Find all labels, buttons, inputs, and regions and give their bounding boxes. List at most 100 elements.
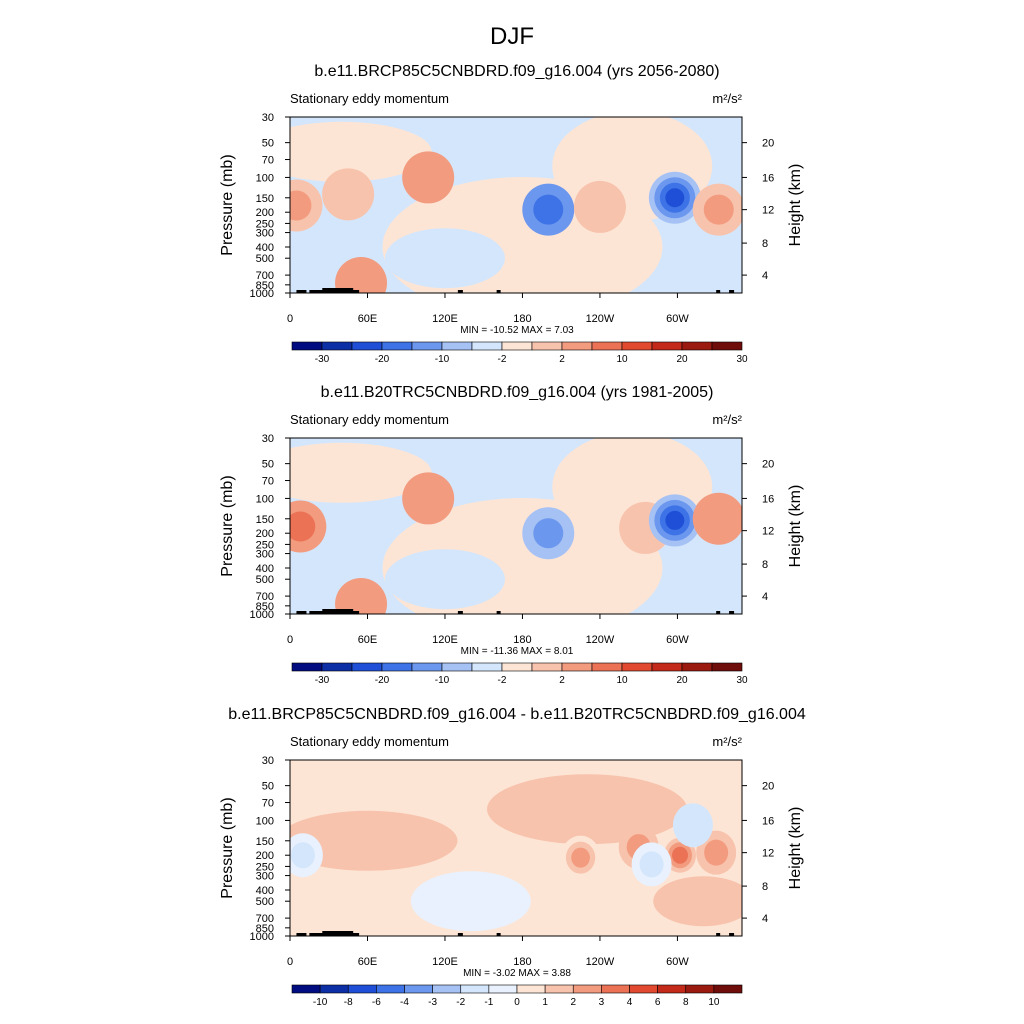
y-tick-label: 700 [256, 591, 274, 603]
colorbar-label: 3 [599, 997, 605, 1008]
contour-feature-7-level-1 [672, 803, 713, 848]
min-max-stats: MIN = -3.02 MAX = 3.88 [463, 968, 571, 979]
x-tick-label: 60W [666, 634, 689, 646]
colorbar-label: 30 [736, 675, 748, 686]
colorbar-label: 10 [616, 675, 628, 686]
panel-subtitle: Stationary eddy momentum [290, 412, 449, 427]
colorbar-swatch [441, 341, 473, 351]
colorbar-swatch [651, 662, 683, 672]
y-tick-label: 50 [262, 459, 274, 471]
colorbar-swatch [651, 341, 683, 351]
orography-2 [309, 933, 324, 936]
plot-frame [289, 759, 743, 937]
orography-1 [296, 933, 307, 936]
y-tick-label: 400 [256, 242, 274, 254]
y-right-tick-label: 12 [762, 205, 774, 217]
y-right-tick-label: 16 [762, 493, 774, 505]
y-tick-label: 70 [262, 476, 274, 488]
orography-7 [496, 290, 501, 293]
colorbar-label: 6 [655, 997, 661, 1008]
orography-4 [335, 609, 354, 614]
y-tick-label: 400 [256, 563, 274, 575]
plot-frame [289, 116, 743, 294]
y-axis-label: Pressure (mb) [219, 797, 236, 898]
contour-field [290, 760, 742, 936]
orography-8 [716, 933, 721, 936]
y-right-tick-label: 16 [762, 172, 774, 184]
contour-band-4 [384, 549, 505, 610]
colorbar-swatch [291, 662, 323, 672]
contour-field [290, 438, 742, 614]
colorbar-label: -20 [375, 675, 390, 686]
colorbar-label: -8 [344, 997, 353, 1008]
colorbar-swatch [531, 662, 563, 672]
contour-feature-3-level-1 [335, 257, 388, 293]
colorbar-swatch [713, 984, 743, 994]
plot-frame [289, 437, 743, 615]
colorbar-swatch [711, 662, 743, 672]
orography-9 [729, 290, 735, 293]
colorbar-swatch [531, 341, 563, 351]
orography-3 [322, 931, 339, 936]
orography-3 [322, 288, 339, 293]
orography-5 [348, 611, 360, 614]
y-tick-label: 150 [256, 514, 274, 526]
x-tick-label: 0 [287, 313, 293, 325]
colorbar-label: 0 [514, 997, 520, 1008]
orography-8 [716, 290, 721, 293]
y-tick-label: 850 [256, 601, 274, 613]
y-right-tick-label: 4 [762, 913, 768, 925]
panel-1: b.e11.BRCP85C5CNBDRD.f09_g16.004 (yrs 20… [219, 63, 804, 365]
orography-6 [457, 933, 463, 936]
colorbar-label: -10 [435, 675, 450, 686]
y-tick-label: 250 [256, 861, 274, 873]
y-tick-label: 500 [256, 896, 274, 908]
colorbar-label: 2 [570, 997, 576, 1008]
contour-band-4 [653, 876, 742, 927]
orography-2 [309, 290, 324, 293]
y-right-tick-label: 20 [762, 459, 774, 471]
contour-band-1 [290, 121, 432, 182]
contour-feature-6-level-2 [639, 851, 664, 878]
colorbar-swatch [501, 662, 533, 672]
x-tick-label: 120W [586, 313, 615, 325]
y-tick-label: 1000 [250, 931, 274, 943]
contour-feature-7-level-1 [692, 492, 742, 545]
colorbar-label: 10 [616, 354, 628, 365]
contour-feature-3-level-1 [335, 578, 388, 614]
colorbar-label: -3 [428, 997, 437, 1008]
colorbar-label: -6 [372, 997, 381, 1008]
contour-band-4 [384, 228, 505, 289]
y-tick-label: 1000 [250, 288, 274, 300]
colorbar-swatch [681, 341, 713, 351]
colorbar-swatch [488, 984, 518, 994]
colorbar-swatch [351, 662, 383, 672]
y-tick-label: 300 [256, 871, 274, 883]
y-axis-label: Pressure (mb) [219, 154, 236, 255]
x-tick-label: 0 [287, 634, 293, 646]
y-tick-label: 700 [256, 270, 274, 282]
colorbar-swatch [621, 662, 653, 672]
x-tick-label: 120E [432, 956, 458, 968]
y-right-tick-label: 8 [762, 238, 768, 250]
colorbar-swatch [629, 984, 658, 994]
x-tick-label: 180 [513, 634, 531, 646]
colorbar-swatch [404, 984, 433, 994]
x-tick-label: 60E [358, 313, 378, 325]
colorbar-label: 1 [542, 997, 548, 1008]
orography-4 [335, 931, 354, 936]
y-tick-label: 50 [262, 138, 274, 150]
min-max-stats: MIN = -10.52 MAX = 7.03 [460, 325, 574, 336]
units-label: m²/s² [712, 734, 742, 749]
contour-feature-5-level-2 [533, 194, 564, 225]
y-tick-label: 200 [256, 207, 274, 219]
y-tick-label: 700 [256, 913, 274, 925]
units-label: m²/s² [712, 412, 742, 427]
y-tick-label: 300 [256, 228, 274, 240]
orography-2 [309, 611, 324, 614]
y-right-tick-label: 4 [762, 591, 768, 603]
colorbar-label: -2 [456, 997, 465, 1008]
contour-feature-6-level-1 [573, 180, 626, 233]
contour-band-2 [487, 774, 688, 845]
y-tick-label: 150 [256, 193, 274, 205]
